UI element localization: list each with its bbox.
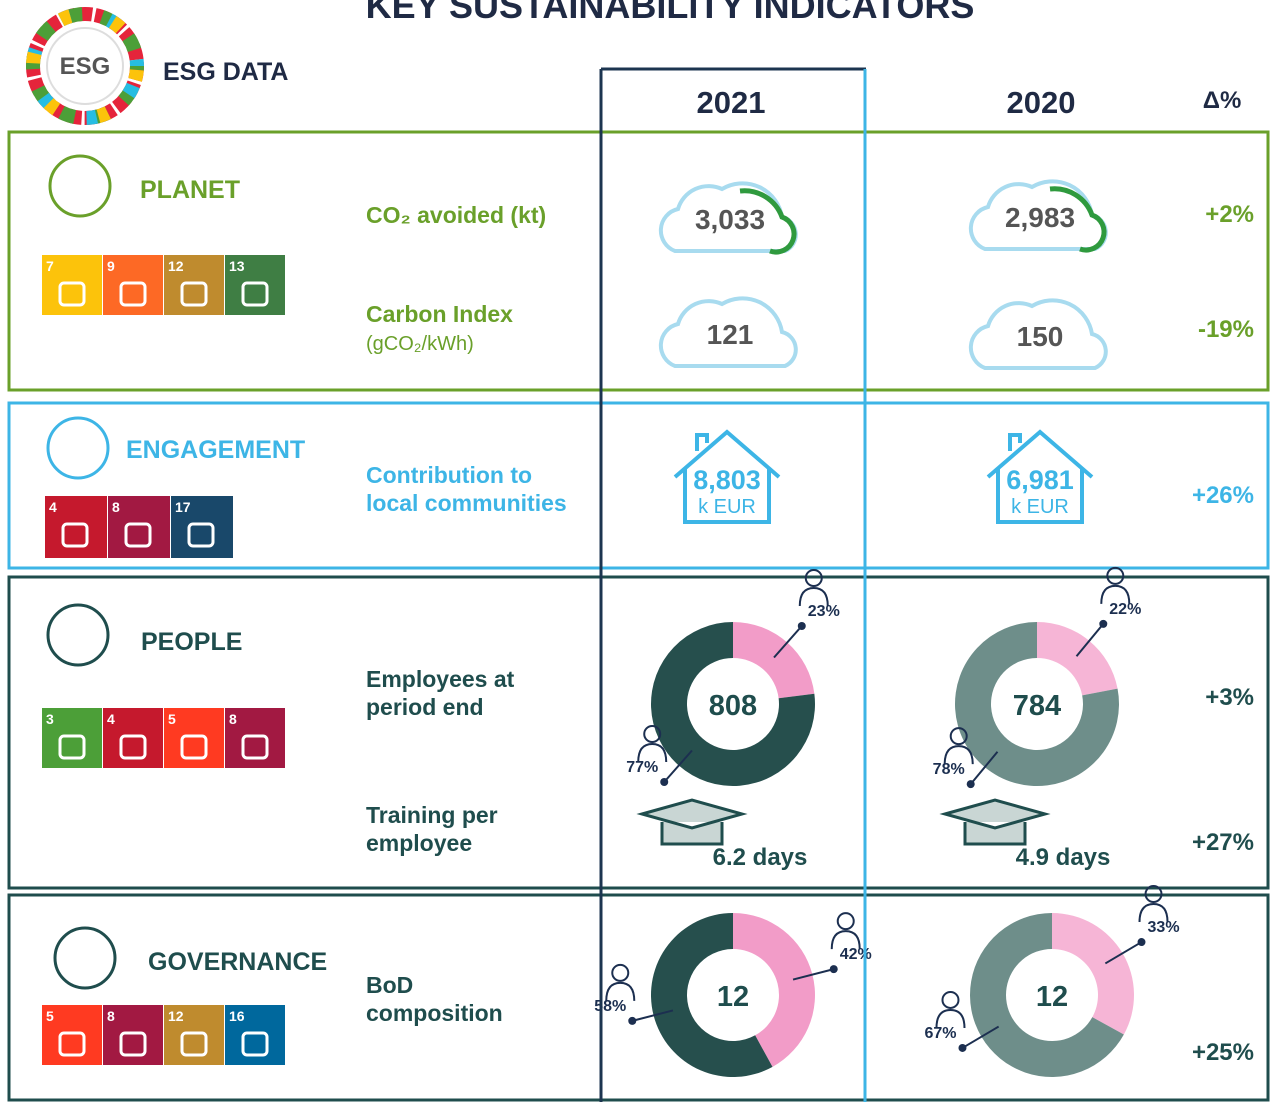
sdg-number: 4 xyxy=(107,711,115,727)
share-label: 77% xyxy=(626,759,658,776)
sdg-number: 13 xyxy=(229,258,245,274)
person-icon xyxy=(942,992,958,1008)
kpi-unit: k EUR xyxy=(1011,496,1069,518)
share-label: 58% xyxy=(594,998,626,1015)
sdg-number: 12 xyxy=(168,1008,184,1024)
year-header: 2020 xyxy=(1007,85,1076,120)
kpi-value: 8,803 xyxy=(693,465,761,495)
sdg-number: 9 xyxy=(107,258,115,274)
sdg-number: 5 xyxy=(46,1008,54,1024)
sdg-number: 12 xyxy=(168,258,184,274)
leader-dot xyxy=(798,622,806,630)
kpi-value: 6.2 days xyxy=(713,844,808,871)
kpi-value: 3,033 xyxy=(695,204,765,235)
row-sublabel: (gCO₂/kWh) xyxy=(366,333,474,355)
kpi-value: 121 xyxy=(707,319,754,350)
section-icon xyxy=(55,928,115,988)
row-label: employee xyxy=(366,830,472,856)
row-label: CO₂ avoided (kt) xyxy=(366,202,546,228)
row-label: Contribution to xyxy=(366,462,532,488)
row-label: composition xyxy=(366,1000,503,1026)
kpi-value: 4.9 days xyxy=(1016,844,1111,871)
sdg-number: 8 xyxy=(107,1008,115,1024)
row-label: Employees at xyxy=(366,666,515,692)
kpi-value: 12 xyxy=(717,981,749,1013)
sdg-number: 16 xyxy=(229,1008,245,1024)
row-label: Carbon Index xyxy=(366,301,513,327)
cap-icon xyxy=(945,800,1045,844)
kpi-value: 2,983 xyxy=(1005,202,1075,233)
share-label: 42% xyxy=(840,946,872,963)
leader-dot xyxy=(660,778,668,786)
kpi-value: 150 xyxy=(1017,321,1064,352)
row-label: period end xyxy=(366,694,484,720)
person-icon xyxy=(838,913,854,929)
delta-value: +26% xyxy=(1192,482,1254,509)
delta-header: Δ% xyxy=(1203,87,1242,114)
donut-women xyxy=(733,622,814,698)
share-label: 22% xyxy=(1109,601,1141,618)
logo-text: ESG xyxy=(60,53,111,80)
kpi-value: 12 xyxy=(1036,981,1068,1013)
leader-dot xyxy=(967,780,975,788)
sdg-number: 8 xyxy=(112,499,120,515)
share-label: 23% xyxy=(808,603,840,620)
donut-women xyxy=(1052,913,1134,1035)
leader-dot xyxy=(628,1017,636,1025)
leader-dot xyxy=(1099,620,1107,628)
section-name: PLANET xyxy=(140,176,240,204)
leader-dot xyxy=(1138,938,1146,946)
share-label: 67% xyxy=(924,1025,956,1042)
donut-women xyxy=(1037,622,1118,695)
kpi-value: 784 xyxy=(1013,690,1061,722)
kpi-unit: k EUR xyxy=(698,496,756,518)
section-icon xyxy=(50,156,110,216)
delta-value: +2% xyxy=(1205,201,1254,228)
subtitle: ESG DATA xyxy=(163,58,288,86)
row-label: BoD xyxy=(366,972,413,998)
sdg-number: 17 xyxy=(175,499,191,515)
page-title: KEY SUSTAINABILITY INDICATORS xyxy=(366,0,975,26)
leader-dot xyxy=(958,1044,966,1052)
sdg-number: 7 xyxy=(46,258,54,274)
leader-dot xyxy=(830,965,838,973)
sdg-number: 4 xyxy=(49,499,57,515)
sdg-number: 8 xyxy=(229,711,237,727)
delta-value: +25% xyxy=(1192,1039,1254,1066)
esg-logo: ESG xyxy=(33,14,137,118)
year-header: 2021 xyxy=(697,85,766,120)
delta-value: +27% xyxy=(1192,829,1254,856)
share-label: 33% xyxy=(1148,919,1180,936)
row-label: local communities xyxy=(366,490,567,516)
section-icon xyxy=(48,418,108,478)
section-icon xyxy=(48,605,108,665)
kpi-value: 6,981 xyxy=(1006,465,1074,495)
row-label: Training per xyxy=(366,802,498,828)
person-icon xyxy=(612,965,628,981)
delta-value: -19% xyxy=(1198,316,1254,343)
sdg-number: 3 xyxy=(46,711,54,727)
infographic: KEY SUSTAINABILITY INDICATORS ESG ESG DA… xyxy=(0,0,1271,1102)
section-name: ENGAGEMENT xyxy=(126,436,305,464)
share-label: 78% xyxy=(933,761,965,778)
cap-icon xyxy=(642,800,742,844)
section-name: PEOPLE xyxy=(141,628,242,656)
section-name: GOVERNANCE xyxy=(148,948,327,976)
kpi-value: 808 xyxy=(709,690,757,722)
sdg-number: 5 xyxy=(168,711,176,727)
delta-value: +3% xyxy=(1205,684,1254,711)
